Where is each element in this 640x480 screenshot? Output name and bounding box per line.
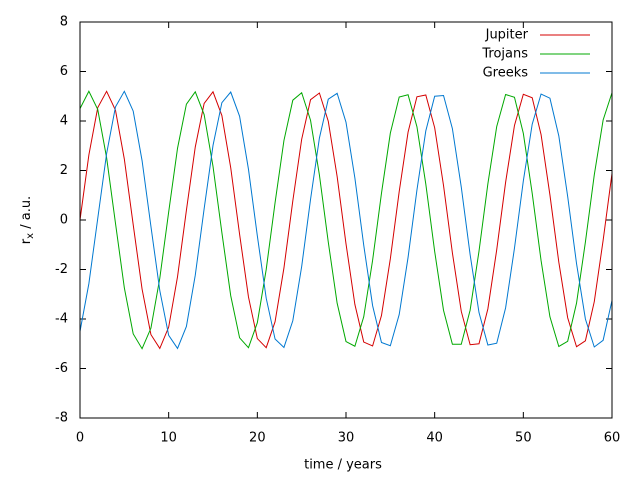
x-tick-label: 40 <box>426 431 443 446</box>
x-tick-label: 20 <box>249 431 266 446</box>
y-tick-label: 4 <box>60 114 68 129</box>
y-axis-label-symbol: r <box>19 238 34 244</box>
y-tick-label: 8 <box>60 15 68 30</box>
x-tick-label: 10 <box>160 431 177 446</box>
y-axis-label: rx / a.u. <box>19 196 37 244</box>
x-axis-label: time / years <box>304 458 382 473</box>
series-line <box>79 90 613 350</box>
legend-label: Jupiter <box>485 28 529 43</box>
y-axis-label-subscript: x <box>25 233 36 239</box>
y-tick-label: 2 <box>60 163 68 178</box>
y-tick-label: 0 <box>60 213 68 228</box>
x-tick-label: 30 <box>338 431 355 446</box>
y-tick-label: 6 <box>60 64 68 79</box>
y-tick-label: -8 <box>55 411 68 426</box>
plot-frame <box>79 21 613 419</box>
y-tick-label: -6 <box>55 361 68 376</box>
legend-label: Trojans <box>481 47 528 62</box>
x-tick-label: 60 <box>604 431 621 446</box>
series-line <box>79 90 613 350</box>
legend-label: Greeks <box>483 66 529 81</box>
y-tick-label: -2 <box>55 262 68 277</box>
y-axis-label-unit: / a.u. <box>19 196 34 233</box>
x-tick-label: 0 <box>76 431 84 446</box>
x-tick-label: 50 <box>515 431 532 446</box>
y-tick-label: -4 <box>55 312 68 327</box>
series-line <box>79 90 613 350</box>
